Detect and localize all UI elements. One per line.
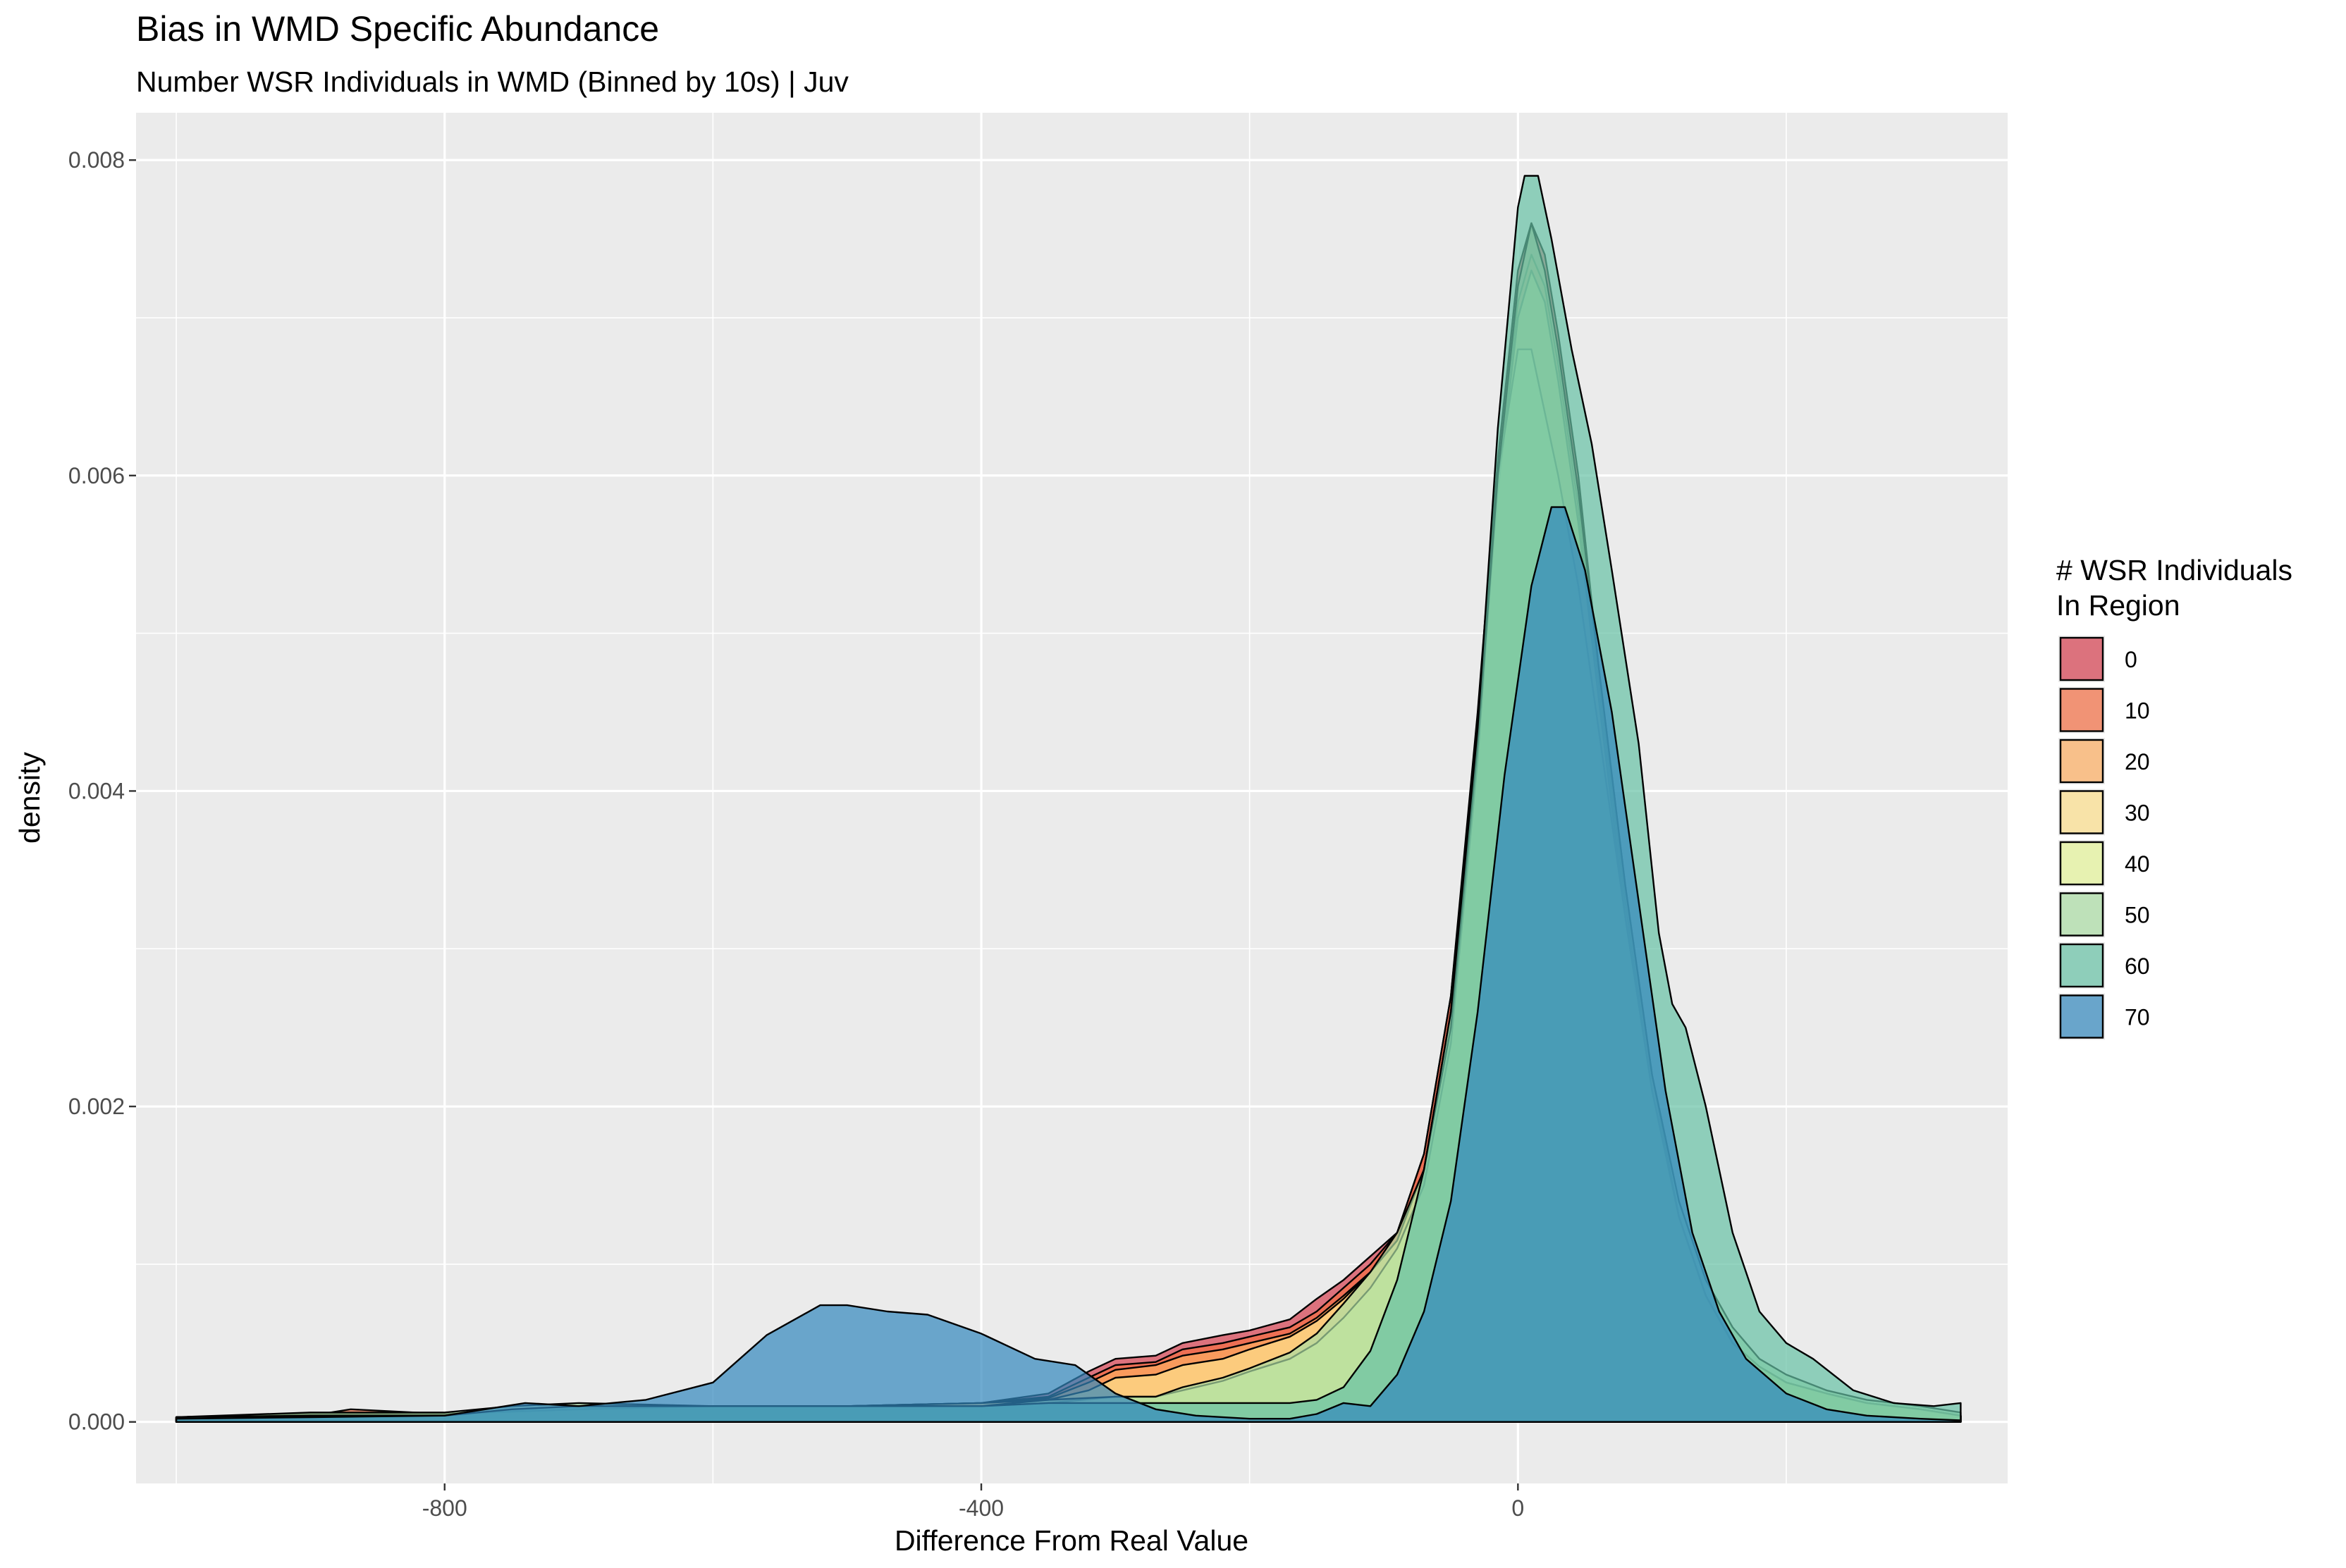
legend-swatch-60 [2059,943,2104,988]
legend-label-30: 30 [2125,801,2150,826]
legend-swatch-20 [2059,739,2104,784]
legend-swatch-10 [2059,688,2104,732]
legend-swatch-50 [2059,892,2104,937]
y-tick-label: 0.000 [68,1409,125,1435]
legend: # WSR Individuals In Region 0 10 20 30 40 50 6… [2056,554,2292,1040]
x-tick-label: -800 [422,1495,467,1521]
grid-minor [136,113,2008,1483]
legend-title-line-1: # WSR Individuals [2056,554,2292,586]
chart-title: Bias in WMD Specific Abundance [136,9,659,49]
y-axis: 0.000 0.002 0.004 0.006 0.008 [68,147,136,1435]
y-tick-label: 0.002 [68,1094,125,1119]
density-series [175,175,1962,1423]
legend-title-line-2: In Region [2056,589,2180,622]
y-tick-label: 0.008 [68,147,125,173]
legend-label-60: 60 [2125,953,2150,979]
legend-swatch-40 [2059,841,2104,886]
legend-label-20: 20 [2125,749,2150,774]
x-tick-label: -400 [959,1495,1004,1521]
legend-swatch-70 [2059,994,2104,1039]
legend-label-50: 50 [2125,903,2150,928]
legend-keys: 0 10 20 30 40 50 60 70 [2058,636,2150,1040]
density-series-70 [175,506,1962,1423]
legend-label-0: 0 [2125,647,2137,672]
x-axis: -800 -400 0 [422,1483,1524,1521]
legend-swatch-30 [2059,790,2104,834]
legend-label-40: 40 [2125,851,2150,877]
legend-label-70: 70 [2125,1005,2150,1030]
chart-subtitle: Number WSR Individuals in WMD (Binned by… [136,66,849,98]
y-tick-label: 0.006 [68,463,125,488]
legend-swatch-0 [2059,636,2104,681]
y-axis-label: density [13,752,46,844]
legend-label-10: 10 [2125,698,2150,724]
x-tick-label: 0 [1511,1495,1524,1521]
x-axis-label: Difference From Real Value [895,1524,1248,1557]
y-tick-label: 0.004 [68,778,125,803]
